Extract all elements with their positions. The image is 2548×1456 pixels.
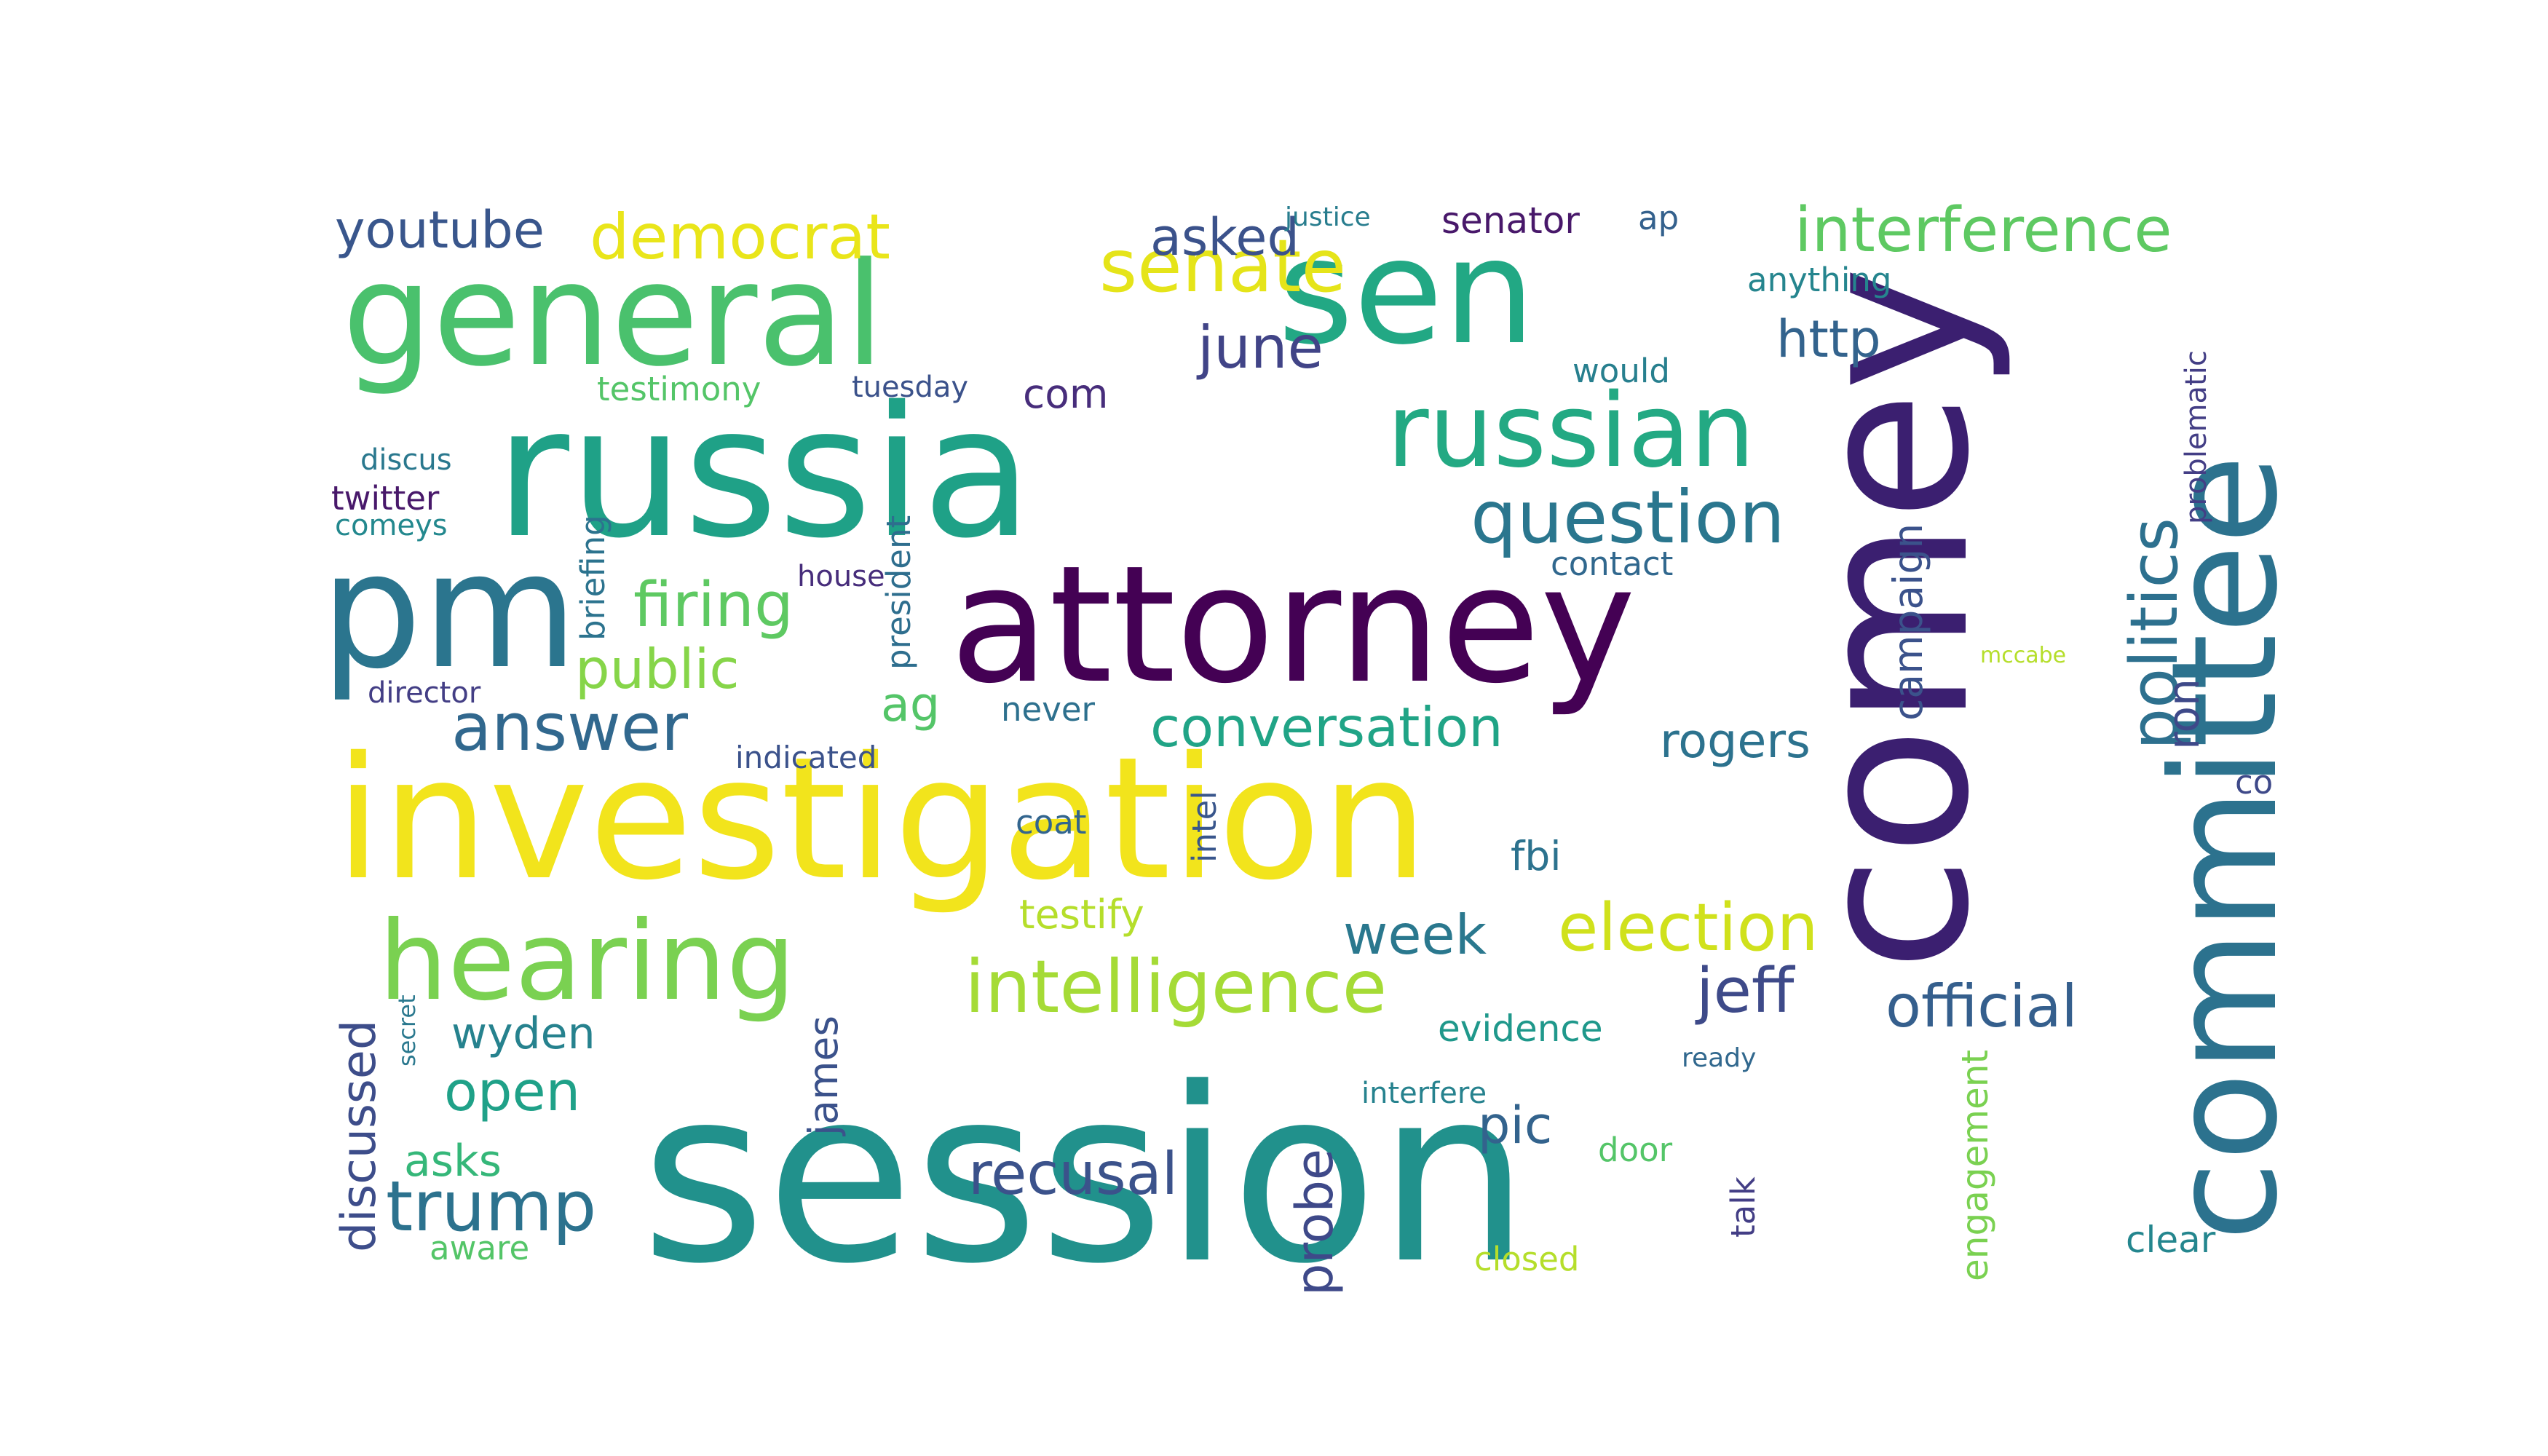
word-investigation: investigation (335, 721, 1428, 917)
word-comey[interactable]: comey (1770, 266, 2016, 972)
word-co: co (2235, 763, 2273, 802)
word-director: director (368, 676, 481, 710)
word-campaign: campaign (1885, 523, 1931, 721)
word-ron: ron (2159, 678, 2209, 750)
word-recusal: recusal (968, 1140, 1178, 1208)
word-jeff: jeff (1695, 955, 1796, 1027)
word-evidence: evidence (1438, 1008, 1603, 1050)
word-tuesday: tuesday (852, 371, 968, 404)
word-trump: trump (386, 1167, 596, 1247)
word-pic: pic (1478, 1096, 1552, 1155)
word-probe: probe (1285, 1149, 1345, 1296)
word-door: door (1598, 1131, 1673, 1169)
word-attorney: attorney (950, 531, 1636, 719)
word-democrat: democrat (590, 201, 890, 274)
word-contact: contact (1551, 545, 1673, 583)
word-firing: firing (633, 569, 794, 641)
word-clear: clear (2126, 1219, 2216, 1261)
word-intel: intel (1185, 791, 1224, 863)
word-indicated: indicated (735, 740, 877, 775)
word-general: general (342, 232, 885, 398)
word-public: public (575, 637, 740, 701)
word-closed: closed (1474, 1240, 1579, 1278)
word-politics: politics (2116, 518, 2193, 750)
word-problematic: problematic (2180, 350, 2213, 524)
word-testify: testify (1019, 891, 1144, 938)
word-wyden: wyden (451, 1008, 596, 1059)
word-week: week (1343, 903, 1487, 967)
word-youtube: youtube (335, 200, 545, 260)
word-secret: secret (393, 994, 421, 1067)
word-interference: interference (1795, 194, 2172, 266)
word-interfere: interfere (1361, 1077, 1487, 1110)
word-russian: russian (1387, 372, 1755, 491)
word-intelligence: intelligence (965, 944, 1387, 1029)
word-rogers: rogers (1660, 714, 1811, 769)
word-question: question (1471, 475, 1785, 560)
word-comeys: comeys (335, 509, 448, 542)
word-fbi: fbi (1511, 833, 1562, 879)
word-justice: justice (1284, 202, 1371, 232)
word-would: would (1572, 352, 1670, 390)
word-june: june (1196, 314, 1324, 381)
word-never: never (1001, 690, 1096, 729)
word-ready: ready (1682, 1043, 1756, 1073)
word-james: james (800, 1016, 847, 1136)
word-mccabe: mccabe (1980, 643, 2066, 668)
word-session: session (641, 1037, 1530, 1316)
word-discussed: discussed (332, 1020, 387, 1252)
word-twitter: twitter (331, 479, 440, 518)
word-official: official (1886, 973, 2078, 1040)
word-committee: committee (2140, 455, 2310, 1241)
word-senate: senate (1099, 223, 1346, 309)
word-senator: senator (1441, 199, 1580, 242)
word-ap: ap (1638, 199, 1679, 237)
word-discus: discus (360, 443, 452, 477)
word-ag: ag (881, 678, 940, 732)
word-election: election (1558, 890, 1819, 966)
word-asked: asked (1150, 207, 1299, 267)
word-sen: sen (1278, 207, 1535, 377)
word-russia: russia (495, 368, 1032, 578)
word-engagement: engagement (1954, 1050, 1996, 1281)
word-briefing: briefing (574, 515, 612, 641)
word-answer: answer (451, 689, 688, 766)
word-president: president (879, 515, 918, 670)
word-hearing: hearing (379, 898, 796, 1025)
word-pm: pm (320, 518, 578, 704)
word-house: house (797, 560, 885, 593)
word-asks: asks (404, 1136, 502, 1187)
word-aware: aware (430, 1229, 529, 1267)
word-anything: anything (1747, 261, 1891, 299)
word-com: com (1023, 371, 1108, 417)
word-open: open (444, 1059, 580, 1123)
word-talk: talk (1724, 1176, 1762, 1238)
word-testimony: testimony (597, 370, 761, 408)
word-coat: coat (1016, 803, 1087, 842)
word-conversation: conversation (1150, 695, 1503, 759)
word-http: http (1776, 309, 1881, 369)
